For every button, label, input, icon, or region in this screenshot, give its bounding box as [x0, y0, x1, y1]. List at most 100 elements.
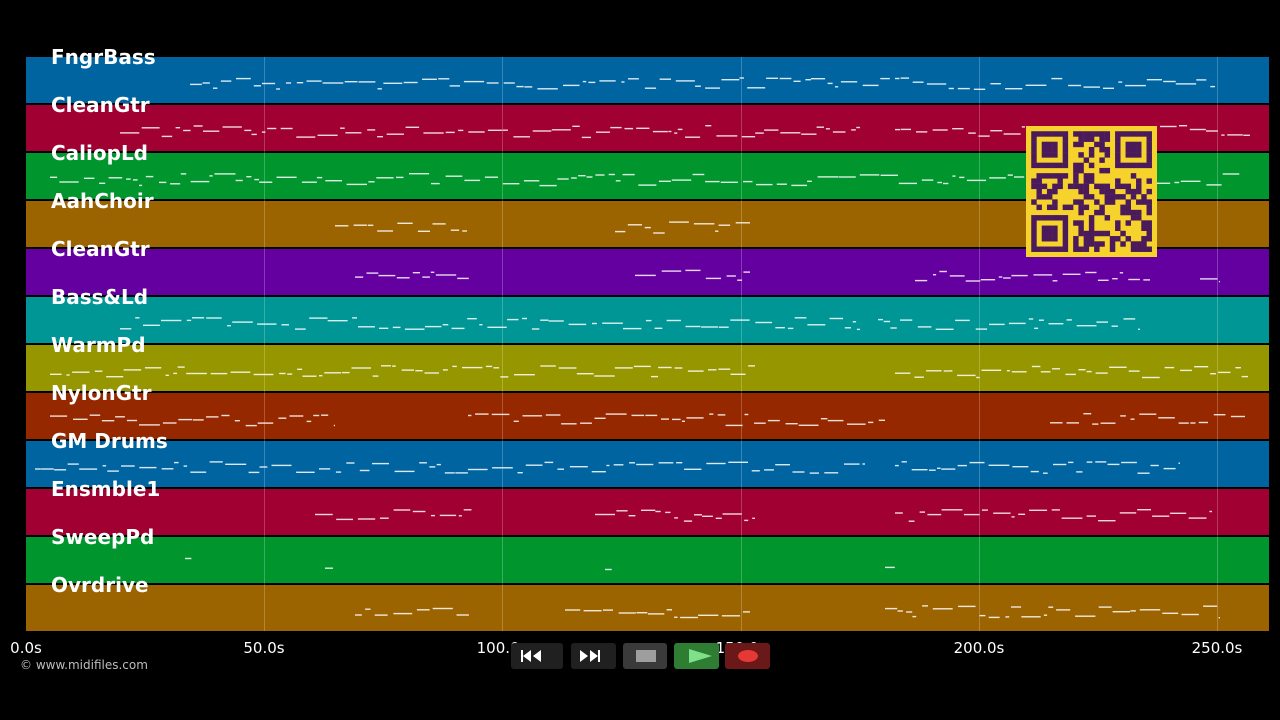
note-mark: [1112, 611, 1130, 613]
note-mark: [306, 80, 322, 82]
note-mark: [1179, 125, 1188, 127]
time-tick-label: 200.0s: [953, 639, 1005, 657]
grid-line: [741, 57, 742, 631]
note-mark: [358, 81, 376, 83]
note-mark: [798, 424, 819, 426]
note-mark: [900, 77, 910, 79]
play-button[interactable]: [674, 643, 719, 669]
note-mark: [599, 80, 616, 82]
note-mark: [468, 131, 485, 133]
note-mark: [658, 366, 672, 369]
note-mark: [513, 420, 519, 422]
note-mark: [702, 515, 713, 517]
note-mark: [1206, 130, 1218, 132]
note-mark: [792, 471, 805, 473]
note-mark: [404, 328, 425, 330]
note-mark: [1062, 273, 1081, 275]
note-mark: [914, 376, 924, 378]
note-mark: [467, 318, 477, 320]
note-mark: [234, 420, 240, 422]
note-mark: [674, 367, 683, 369]
note-mark: [756, 183, 773, 186]
note-mark: [344, 81, 358, 83]
note-mark: [309, 317, 328, 319]
note-mark: [1130, 610, 1136, 612]
time-tick-label: 50.0s: [243, 639, 285, 657]
note-mark: [1119, 272, 1124, 274]
note-mark: [377, 88, 382, 90]
note-mark: [422, 276, 430, 278]
note-mark: [353, 224, 367, 226]
note-mark: [372, 375, 379, 377]
note-mark: [1098, 606, 1112, 608]
note-mark: [685, 269, 701, 272]
note-mark: [513, 136, 530, 138]
note-mark: [698, 614, 719, 616]
note-mark: [173, 372, 177, 375]
note-mark: [668, 130, 672, 133]
note-mark: [66, 374, 70, 376]
note-mark: [377, 136, 383, 138]
note-mark: [1051, 509, 1060, 511]
note-mark: [565, 609, 581, 611]
rewind-button[interactable]: [511, 643, 563, 669]
note-mark: [941, 468, 956, 470]
note-mark: [351, 367, 371, 369]
fast-forward-button[interactable]: [571, 643, 616, 669]
note-mark: [666, 319, 681, 322]
note-mark: [683, 520, 693, 522]
note-mark: [705, 125, 712, 127]
note-mark: [715, 230, 719, 232]
note-mark: [957, 464, 967, 467]
note-mark: [324, 372, 342, 374]
note-mark: [856, 126, 860, 129]
note-mark: [844, 463, 860, 465]
note-mark: [1086, 515, 1096, 517]
stop-icon: [636, 650, 656, 662]
note-mark: [1162, 612, 1179, 614]
note-mark: [135, 317, 140, 319]
note-mark: [594, 375, 615, 377]
note-mark: [177, 366, 185, 368]
note-mark: [206, 317, 222, 319]
note-mark: [695, 85, 701, 87]
note-mark: [192, 419, 204, 421]
note-mark: [1137, 472, 1150, 474]
note-mark: [161, 468, 174, 470]
note-mark: [1038, 319, 1044, 321]
note-mark: [1051, 77, 1063, 80]
note-mark: [720, 181, 738, 183]
note-mark: [1043, 614, 1048, 616]
note-mark: [1138, 328, 1140, 330]
note-mark: [1189, 128, 1206, 131]
note-mark: [676, 462, 683, 464]
note-mark: [708, 369, 717, 371]
stop-button[interactable]: [623, 643, 667, 669]
note-mark: [631, 414, 645, 417]
note-mark: [557, 178, 569, 180]
note-mark: [462, 366, 483, 369]
note-mark: [463, 509, 472, 511]
note-mark: [926, 83, 947, 85]
note-mark: [582, 80, 587, 83]
note-mark: [1061, 517, 1083, 519]
note-mark: [655, 510, 661, 513]
note-mark: [571, 177, 577, 179]
note-mark: [532, 130, 552, 132]
record-button[interactable]: [725, 643, 770, 669]
note-mark: [809, 472, 819, 474]
note-mark: [357, 518, 376, 520]
note-mark: [500, 376, 509, 378]
note-mark: [412, 272, 420, 274]
note-mark: [451, 327, 465, 330]
note-mark: [106, 376, 124, 378]
note-mark: [952, 175, 956, 177]
note-mark: [623, 327, 642, 330]
note-mark: [989, 177, 1006, 179]
note-mark: [744, 413, 749, 416]
note-mark: [581, 136, 591, 139]
note-mark: [817, 176, 839, 178]
note-mark: [396, 176, 404, 179]
note-mark: [397, 222, 413, 224]
note-mark: [1005, 616, 1010, 618]
